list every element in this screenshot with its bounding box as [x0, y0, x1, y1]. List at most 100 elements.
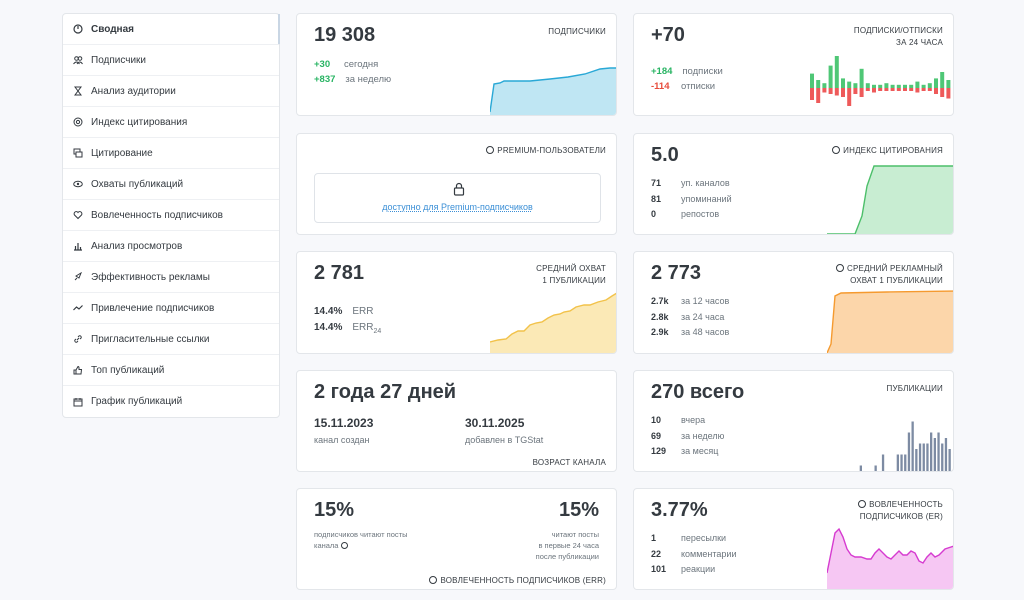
age-label: ВОЗРАСТ КАНАЛА	[532, 458, 606, 467]
premium-label-text: PREMIUM-ПОЛЬЗОВАТЕЛИ	[497, 146, 606, 155]
ad-reach-line	[827, 290, 953, 353]
unsubs-bar	[859, 88, 864, 97]
stat-label: упоминаний	[681, 193, 732, 204]
today-value: +30	[314, 59, 331, 70]
ad-reach-card[interactable]: 2 773 СРЕДНИЙ РЕКЛАМНЫЙ ОХВАТ 1 ПУБЛИКАЦ…	[633, 251, 954, 354]
publications-card[interactable]: 270 всего ПУБЛИКАЦИИ 10 вчера 69 за неделю 1…	[633, 370, 954, 472]
week-value: +837	[314, 74, 336, 85]
subs-bar	[859, 68, 864, 88]
clock-icon	[836, 264, 845, 272]
subs-change-label-1: ПОДПИСКИ/ОТПИСКИ	[853, 26, 943, 35]
sidebar-item-10[interactable]: Пригласительные ссылки	[63, 324, 279, 355]
stat-row: 81 упоминаний	[651, 194, 732, 204]
sidebar: Сводная Подписчики Анализ аудитории Индекс …	[62, 13, 280, 418]
subs-change-card[interactable]: +70 ПОДПИСКИ/ОТПИСКИ ЗА 24 ЧАСА +184 под…	[633, 13, 954, 116]
citation-card[interactable]: 5.0 ИНДЕКС ЦИТИРОВАНИЯ 71 уп. каналов 81 уп…	[633, 133, 954, 235]
publication-bar	[881, 454, 885, 471]
sidebar-item-6[interactable]: Вовлеченность подписчиков	[63, 200, 279, 231]
clock-icon	[340, 542, 348, 549]
unsubs-bar	[940, 88, 945, 97]
sidebar-item-4[interactable]: Цитирование	[63, 138, 279, 169]
publication-bar	[948, 449, 951, 471]
sidebar-item-9[interactable]: Привлечение подписчиков	[63, 293, 279, 324]
publication-bar	[904, 454, 907, 471]
age-value: 2 года 27 дней	[314, 381, 457, 403]
sidebar-item-3[interactable]: Индекс цитирования	[63, 107, 279, 138]
sidebar-item-2[interactable]: Анализ аудитории	[63, 76, 279, 107]
subscribers-value: 19 308	[314, 24, 376, 46]
sidebar-item-11[interactable]: Топ публикаций	[63, 355, 279, 386]
subs-change-label: ПОДПИСКИ/ОТПИСКИ ЗА 24 ЧАСА	[854, 25, 943, 49]
stat-label: за месяц	[681, 446, 719, 456]
ad-reach-label-2: ОХВАТ 1 ПУБЛИКАЦИИ	[850, 276, 943, 285]
subs-bar	[853, 83, 858, 88]
unsubs-bar	[915, 88, 920, 93]
publication-bar	[944, 438, 948, 471]
unsubs-bar	[934, 88, 938, 94]
unsubs-bar	[927, 88, 932, 91]
err-engagement-label: ВОВЛЕЧЕННОСТЬ ПОДПИСЧИКОВ (ERR)	[429, 575, 606, 587]
premium-link[interactable]: доступно для Premium-подписчиков	[382, 202, 533, 212]
err-row: 14.4% ERR	[314, 306, 373, 317]
stat-value: 2.9k	[651, 327, 669, 337]
subs-bar	[816, 80, 821, 88]
subscribers-chart	[490, 67, 616, 115]
sidebar-item-label: Эффективность рекламы	[91, 271, 210, 283]
publication-bar	[859, 465, 862, 471]
stat-value: 0	[651, 209, 657, 219]
reach-card[interactable]: 2 781 СРЕДНИЙ ОХВАТ 1 ПУБЛИКАЦИИ 14.4% E…	[296, 251, 617, 354]
sidebar-item-label: Вовлеченность подписчиков	[91, 209, 223, 221]
calendar-icon	[73, 397, 83, 407]
thumbs-up-icon	[73, 365, 83, 375]
sidebar-item-7[interactable]: Анализ просмотров	[63, 231, 279, 262]
week-label: за неделю	[345, 74, 392, 85]
stat-label: репостов	[681, 209, 720, 219]
stat-value: 10	[651, 415, 662, 425]
premium-box: доступно для Premium-подписчиков	[314, 173, 601, 223]
users-icon	[73, 55, 83, 65]
er-engagement-card[interactable]: 3.77% ВОВЛЕЧЕННОСТЬ ПОДПИСЧИКОВ (ER) 1 пе…	[633, 488, 954, 590]
sidebar-item-label: График публикаций	[91, 396, 183, 407]
unsubs-label: отписки	[681, 81, 716, 92]
sidebar-item-12[interactable]: График публикаций	[63, 386, 279, 417]
stat-label: пересылки	[681, 533, 727, 543]
subs-bar	[810, 73, 814, 88]
unsubs-bar	[834, 88, 839, 96]
unsubs-bar	[878, 88, 883, 91]
sidebar-item-label: Привлечение подписчиков	[91, 302, 215, 314]
subs-bar	[847, 81, 852, 88]
subs-bar	[822, 83, 827, 88]
stat-row: 2.8k за 24 часа	[651, 312, 724, 322]
subs-bar	[915, 81, 920, 88]
subs-bar	[884, 83, 889, 88]
reach-area	[490, 293, 616, 353]
subs-bar	[921, 84, 926, 88]
publications-chart	[859, 421, 951, 471]
subs-bar	[934, 78, 938, 88]
stat-label: за 48 часов	[681, 327, 730, 337]
citation-label-text: ИНДЕКС ЦИТИРОВАНИЯ	[843, 146, 943, 155]
created-label: канал создан	[314, 435, 370, 445]
citation-area	[827, 166, 953, 234]
sidebar-item-5[interactable]: Охваты публикаций	[63, 169, 279, 200]
er-label: ВОВЛЕЧЕННОСТЬ ПОДПИСЧИКОВ (ER)	[858, 499, 943, 523]
citation-value: 5.0	[651, 144, 679, 166]
reach-label-2: 1 ПУБЛИКАЦИИ	[542, 276, 606, 285]
subs-bar	[865, 83, 870, 88]
unsubs-bar	[909, 88, 914, 91]
stat-value: 69	[651, 430, 662, 441]
publication-bar	[930, 432, 933, 471]
stat-value: 81	[651, 193, 662, 204]
subs-bar	[909, 84, 914, 88]
err-left-label-text: подписчиков читают посты канала	[314, 530, 408, 550]
publications-value: 270 всего	[651, 381, 745, 403]
err-right-label-2: в первые 24 часа	[538, 541, 599, 550]
subscribers-card[interactable]: 19 308 ПОДПИСЧИКИ +30 сегодня +837 за не…	[296, 13, 617, 116]
link-icon	[73, 334, 83, 344]
sidebar-item-0[interactable]: Сводная	[63, 14, 280, 45]
subs-bar	[834, 56, 839, 88]
ad-reach-chart	[827, 290, 953, 353]
sidebar-item-8[interactable]: Эффективность рекламы	[63, 262, 279, 293]
publication-bar	[941, 443, 944, 471]
sidebar-item-1[interactable]: Подписчики	[63, 45, 279, 76]
